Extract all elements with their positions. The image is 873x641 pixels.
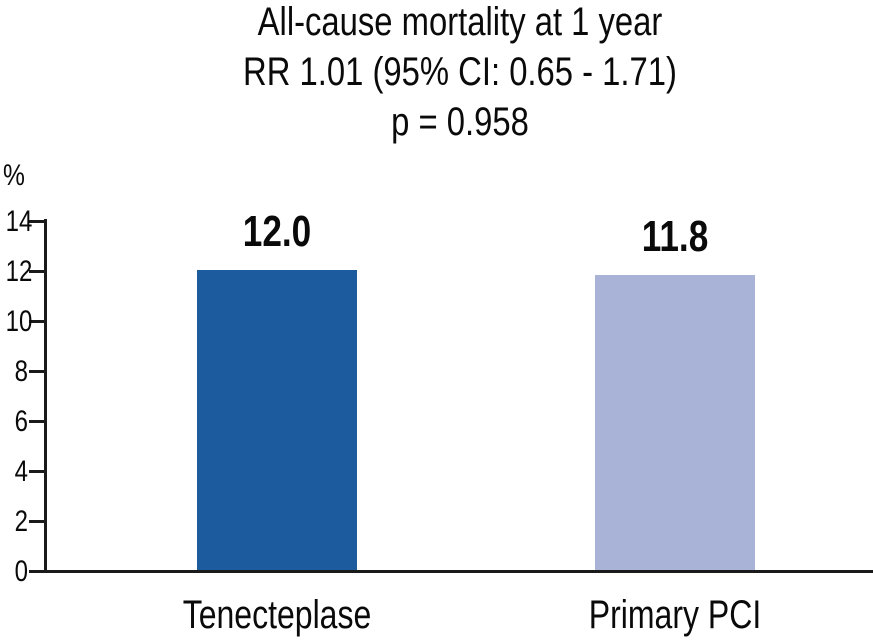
bar-value-label-primary-pci: 11.8 [641,212,709,261]
x-axis-line [29,570,873,573]
y-axis-unit-label: % [3,159,25,192]
bar-group-primary-pci: 11.8 Primary PCI [555,0,795,641]
chart-title-block: All-cause mortality at 1 year RR 1.01 (9… [47,0,873,147]
category-label-primary-pci: Primary PCI [588,593,762,637]
y-tick-mark [29,520,45,523]
y-tick-mark [29,470,45,473]
y-tick-mark [29,320,45,323]
y-tick-label: 14 [5,204,33,238]
y-axis-line [44,219,47,573]
y-tick-label: 12 [5,254,33,288]
y-tick-mark [29,570,45,573]
bar-tenecteplase [197,270,357,570]
y-tick-label: 2 [14,504,28,538]
chart-subtitle-rr: RR 1.01 (95% CI: 0.65 - 1.71) [243,50,677,94]
y-tick-label: 4 [14,454,28,488]
y-tick-label: 6 [14,404,28,438]
bar-value-label-tenecteplase: 12.0 [242,207,312,256]
y-tick-label: 0 [14,554,28,588]
y-tick-mark [29,270,45,273]
y-tick-mark [29,370,45,373]
y-tick-label: 8 [14,354,28,388]
y-tick-label: 10 [5,304,33,338]
bar-primary-pci [595,275,755,570]
y-tick-mark [29,220,45,223]
category-label-tenecteplase: Tenecteplase [182,593,372,637]
y-tick-mark [29,420,45,423]
bar-group-tenecteplase: 12.0 Tenecteplase [157,0,397,641]
chart-subtitle-pvalue: p = 0.958 [391,100,529,144]
chart-title: All-cause mortality at 1 year [257,0,663,44]
